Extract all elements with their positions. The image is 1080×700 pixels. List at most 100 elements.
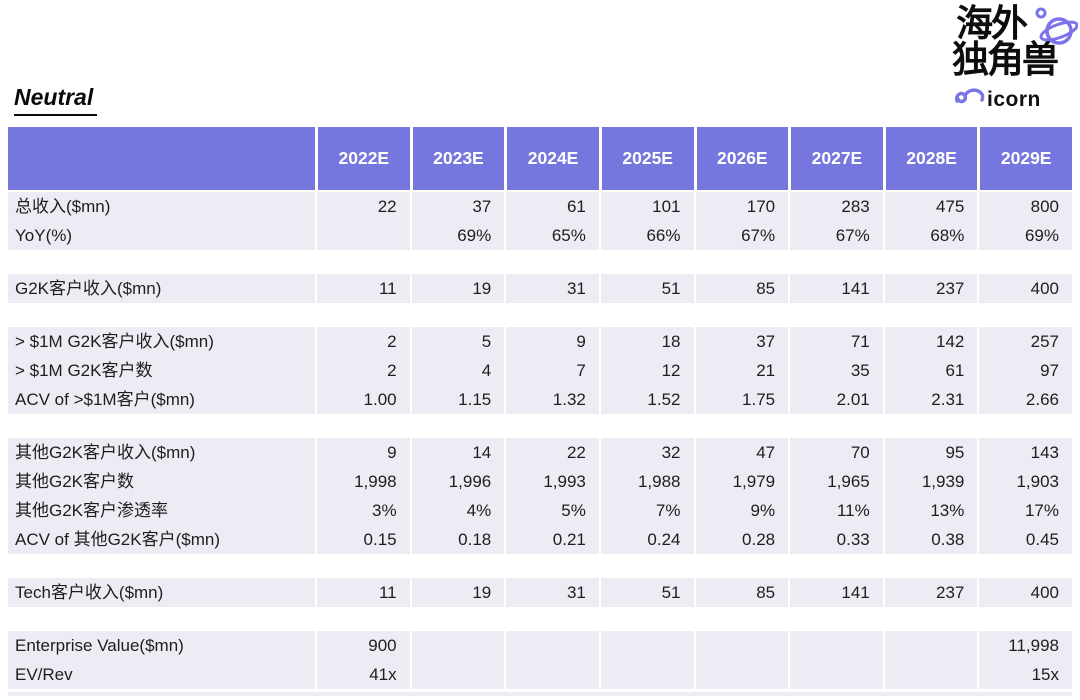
cell-value: 9 bbox=[315, 438, 410, 467]
table-section: G2K客户收入($mn) 11 19 31 51 85 141 237 400 bbox=[8, 274, 1072, 303]
cell-value bbox=[504, 660, 599, 689]
row-label: > $1M G2K客户收入($mn) bbox=[15, 332, 214, 351]
column-header-2022E: 2022E bbox=[315, 127, 410, 190]
logo-wordmark: icorn bbox=[954, 87, 1041, 112]
cell-value bbox=[693, 631, 789, 660]
cell-value bbox=[882, 660, 978, 689]
cell-value: 1,979 bbox=[693, 467, 789, 496]
cell-value: 13% bbox=[882, 496, 978, 525]
cell-value: 4% bbox=[409, 496, 505, 525]
cell-value: 400 bbox=[977, 578, 1072, 607]
cell-value: 2.66 bbox=[977, 385, 1072, 414]
cell-value: 141 bbox=[788, 578, 883, 607]
cell-value: 257 bbox=[977, 327, 1072, 356]
cell-value: 143 bbox=[977, 438, 1072, 467]
cell-value: 32 bbox=[598, 438, 694, 467]
cell-value: 1,903 bbox=[977, 467, 1072, 496]
cell-value: 101 bbox=[598, 192, 694, 221]
cell-value: 1.32 bbox=[504, 385, 599, 414]
cell-value: 85 bbox=[693, 274, 789, 303]
cell-value: 61 bbox=[882, 356, 978, 385]
cell-value bbox=[315, 221, 410, 250]
cell-value: 69% bbox=[409, 221, 505, 250]
column-header-2026E: 2026E bbox=[693, 127, 789, 190]
table-row: G2K客户收入($mn) 11 19 31 51 85 141 237 400 bbox=[8, 274, 1072, 303]
cell-value: 15x bbox=[977, 660, 1072, 689]
column-header-2028E: 2028E bbox=[882, 127, 978, 190]
table-header-row: 2022E 2023E 2024E 2025E 2026E 2027E 2028E 2029E bbox=[8, 127, 1072, 190]
cell-value: 37 bbox=[693, 327, 789, 356]
cell-value bbox=[882, 631, 978, 660]
unicorn-swirl-icon bbox=[954, 87, 986, 112]
logo-chinese-text: 海外 独角兽 bbox=[952, 5, 1076, 80]
cell-value: 142 bbox=[882, 327, 978, 356]
cell-value: 11 bbox=[315, 578, 410, 607]
cell-value: 2.01 bbox=[788, 385, 883, 414]
cell-value: 68% bbox=[882, 221, 978, 250]
cell-value bbox=[598, 631, 694, 660]
financial-projection-table: 2022E 2023E 2024E 2025E 2026E 2027E 2028E 2029E… bbox=[8, 127, 1072, 696]
cell-value: 22 bbox=[504, 438, 599, 467]
cell-value: 37 bbox=[409, 192, 505, 221]
cell-value: 0.28 bbox=[693, 525, 789, 554]
cell-value: 900 bbox=[315, 631, 410, 660]
cell-value: 22 bbox=[315, 192, 410, 221]
cell-value bbox=[788, 660, 883, 689]
cell-value: 69% bbox=[977, 221, 1072, 250]
cell-value: 70 bbox=[788, 438, 883, 467]
cell-value: 51 bbox=[598, 274, 694, 303]
row-label: Enterprise Value($mn) bbox=[15, 636, 184, 655]
cell-value: 17% bbox=[977, 496, 1072, 525]
table-row: 其他G2K客户收入($mn) 9 14 22 32 47 70 95 143 bbox=[8, 438, 1072, 467]
table-row: > $1M G2K客户数 2 4 7 12 21 35 61 97 bbox=[8, 356, 1072, 385]
logo-text-line2: 独角兽 bbox=[952, 38, 1059, 80]
cell-value: 237 bbox=[882, 578, 978, 607]
cell-value: 95 bbox=[882, 438, 978, 467]
cell-value: 475 bbox=[882, 192, 978, 221]
cell-value: 400 bbox=[977, 274, 1072, 303]
table-section: 其他G2K客户收入($mn) 9 14 22 32 47 70 95 143 其他G2K客户数 1,… bbox=[8, 438, 1072, 554]
cell-value bbox=[693, 660, 789, 689]
table-section: Tech客户收入($mn) 11 19 31 51 85 141 237 400 bbox=[8, 578, 1072, 607]
cell-value: 0.21 bbox=[504, 525, 599, 554]
cell-value: 97 bbox=[977, 356, 1072, 385]
cell-value: 0.24 bbox=[598, 525, 694, 554]
table-row: 其他G2K客户渗透率 3% 4% 5% 7% 9% 11% 13% 17% bbox=[8, 496, 1072, 525]
cell-value: 66% bbox=[598, 221, 694, 250]
row-label: YoY(%) bbox=[15, 226, 73, 245]
row-label: ACV of 其他G2K客户($mn) bbox=[15, 530, 220, 549]
table-row: ACV of >$1M客户($mn) 1.00 1.15 1.32 1.52 1.75 2.… bbox=[8, 385, 1072, 414]
cell-value: 61 bbox=[504, 192, 599, 221]
table-row: 其他G2K客户数 1,998 1,996 1,993 1,988 1,979 1,965 1,… bbox=[8, 467, 1072, 496]
cell-value: 19 bbox=[409, 274, 505, 303]
cell-value: 31 bbox=[504, 274, 599, 303]
cell-value: 1,993 bbox=[504, 467, 599, 496]
table-row: 总收入($mn) 22 37 61 101 170 283 475 800 bbox=[8, 192, 1072, 221]
cell-value: 1.00 bbox=[315, 385, 410, 414]
cell-value: 31 bbox=[504, 578, 599, 607]
cell-value: 47 bbox=[693, 438, 789, 467]
cell-value: 7% bbox=[598, 496, 694, 525]
cell-value: 9 bbox=[504, 327, 599, 356]
column-header-blank bbox=[8, 127, 315, 190]
column-header-2025E: 2025E bbox=[598, 127, 694, 190]
page-title: Neutral bbox=[14, 84, 98, 116]
cell-value: 0.45 bbox=[977, 525, 1072, 554]
cell-value: 5 bbox=[409, 327, 505, 356]
cell-value: 67% bbox=[788, 221, 883, 250]
table-row: ACV of 其他G2K客户($mn) 0.15 0.18 0.21 0.24 0.28 0… bbox=[8, 525, 1072, 554]
cell-value: 0.18 bbox=[409, 525, 505, 554]
cell-value: 5% bbox=[504, 496, 599, 525]
cell-value: 141 bbox=[788, 274, 883, 303]
column-header-2027E: 2027E bbox=[788, 127, 883, 190]
column-header-2029E: 2029E bbox=[977, 127, 1072, 190]
cell-value bbox=[504, 631, 599, 660]
row-label: 总收入($mn) bbox=[15, 197, 111, 216]
cell-value: 800 bbox=[977, 192, 1072, 221]
cell-value: 2.31 bbox=[882, 385, 978, 414]
cell-value: 11 bbox=[315, 274, 410, 303]
table-row: Enterprise Value($mn) 900 11,998 bbox=[8, 631, 1072, 660]
cell-value: 1.15 bbox=[409, 385, 505, 414]
cell-value: 65% bbox=[504, 221, 599, 250]
row-label: Tech客户收入($mn) bbox=[15, 583, 164, 602]
